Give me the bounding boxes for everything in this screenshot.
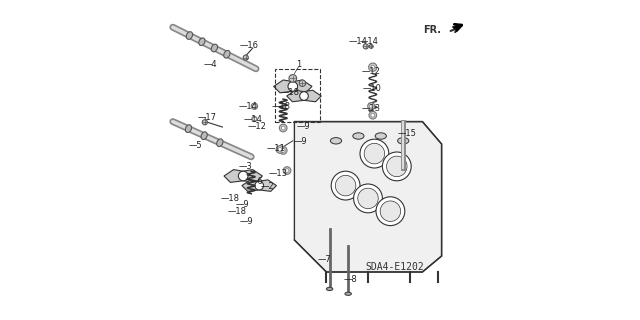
Circle shape: [252, 104, 256, 108]
Circle shape: [243, 55, 248, 60]
Bar: [275, 69, 320, 122]
Text: —18: —18: [280, 88, 299, 97]
Text: —9: —9: [296, 122, 310, 131]
Circle shape: [369, 44, 373, 48]
Ellipse shape: [211, 44, 218, 52]
Circle shape: [289, 75, 296, 82]
Text: —16: —16: [239, 41, 259, 50]
Circle shape: [285, 169, 289, 172]
Text: —14: —14: [348, 37, 367, 46]
Text: —2: —2: [260, 182, 274, 191]
Circle shape: [252, 116, 257, 122]
Circle shape: [300, 80, 306, 86]
Circle shape: [280, 124, 287, 132]
Circle shape: [369, 104, 373, 108]
Circle shape: [202, 120, 207, 125]
Circle shape: [278, 148, 282, 151]
Ellipse shape: [375, 133, 387, 139]
Text: 1: 1: [296, 60, 301, 69]
Ellipse shape: [186, 125, 191, 132]
Circle shape: [280, 147, 287, 154]
Circle shape: [251, 103, 257, 109]
Circle shape: [238, 171, 248, 181]
Circle shape: [332, 171, 360, 200]
Circle shape: [354, 184, 383, 213]
Text: —12: —12: [247, 122, 266, 131]
Circle shape: [387, 156, 407, 177]
Circle shape: [360, 139, 388, 168]
Ellipse shape: [224, 51, 230, 58]
Text: —15: —15: [397, 129, 417, 138]
Polygon shape: [294, 122, 442, 272]
Circle shape: [380, 201, 401, 221]
Ellipse shape: [186, 32, 193, 39]
Ellipse shape: [345, 292, 351, 295]
Circle shape: [252, 117, 256, 121]
Ellipse shape: [217, 139, 223, 147]
Ellipse shape: [353, 133, 364, 139]
Ellipse shape: [199, 38, 205, 45]
Text: —13: —13: [362, 104, 381, 113]
Circle shape: [358, 188, 378, 209]
Text: —5: —5: [188, 141, 202, 150]
Text: —7: —7: [318, 255, 332, 264]
Text: —14: —14: [239, 102, 257, 111]
Circle shape: [335, 175, 356, 196]
Circle shape: [371, 65, 375, 69]
Text: —14: —14: [359, 37, 378, 46]
Circle shape: [276, 146, 284, 153]
Text: SDA4-E1202: SDA4-E1202: [366, 262, 424, 272]
Ellipse shape: [326, 287, 333, 291]
Text: —13: —13: [268, 169, 287, 178]
Text: —9: —9: [293, 137, 307, 146]
Text: FR.: FR.: [423, 25, 441, 36]
Text: —4: —4: [204, 60, 218, 69]
Text: —18: —18: [221, 194, 240, 203]
Text: —9: —9: [236, 200, 250, 209]
Circle shape: [284, 167, 291, 174]
Text: —12: —12: [362, 67, 381, 76]
Text: —14: —14: [243, 115, 262, 124]
Ellipse shape: [330, 138, 342, 144]
Circle shape: [288, 82, 298, 91]
Ellipse shape: [397, 138, 409, 144]
Polygon shape: [224, 170, 262, 182]
Text: —18: —18: [271, 102, 291, 111]
Polygon shape: [274, 80, 312, 93]
Circle shape: [282, 126, 285, 130]
Circle shape: [371, 113, 375, 117]
Circle shape: [282, 148, 285, 152]
Text: —3: —3: [239, 162, 253, 171]
Text: —17: —17: [198, 113, 217, 122]
Circle shape: [368, 103, 375, 110]
Circle shape: [300, 92, 308, 100]
Circle shape: [369, 111, 376, 119]
Text: —11: —11: [266, 144, 285, 153]
Text: —6: —6: [250, 177, 264, 186]
Polygon shape: [242, 180, 276, 191]
Text: —10: —10: [362, 84, 381, 93]
Circle shape: [364, 44, 369, 49]
Text: —18: —18: [228, 207, 247, 216]
Text: —8: —8: [344, 275, 357, 284]
Polygon shape: [287, 90, 321, 102]
Circle shape: [383, 152, 412, 181]
Circle shape: [364, 143, 385, 164]
Circle shape: [376, 197, 404, 226]
Circle shape: [369, 63, 377, 71]
Circle shape: [255, 181, 264, 190]
Text: —9: —9: [239, 217, 253, 226]
Ellipse shape: [201, 132, 207, 140]
